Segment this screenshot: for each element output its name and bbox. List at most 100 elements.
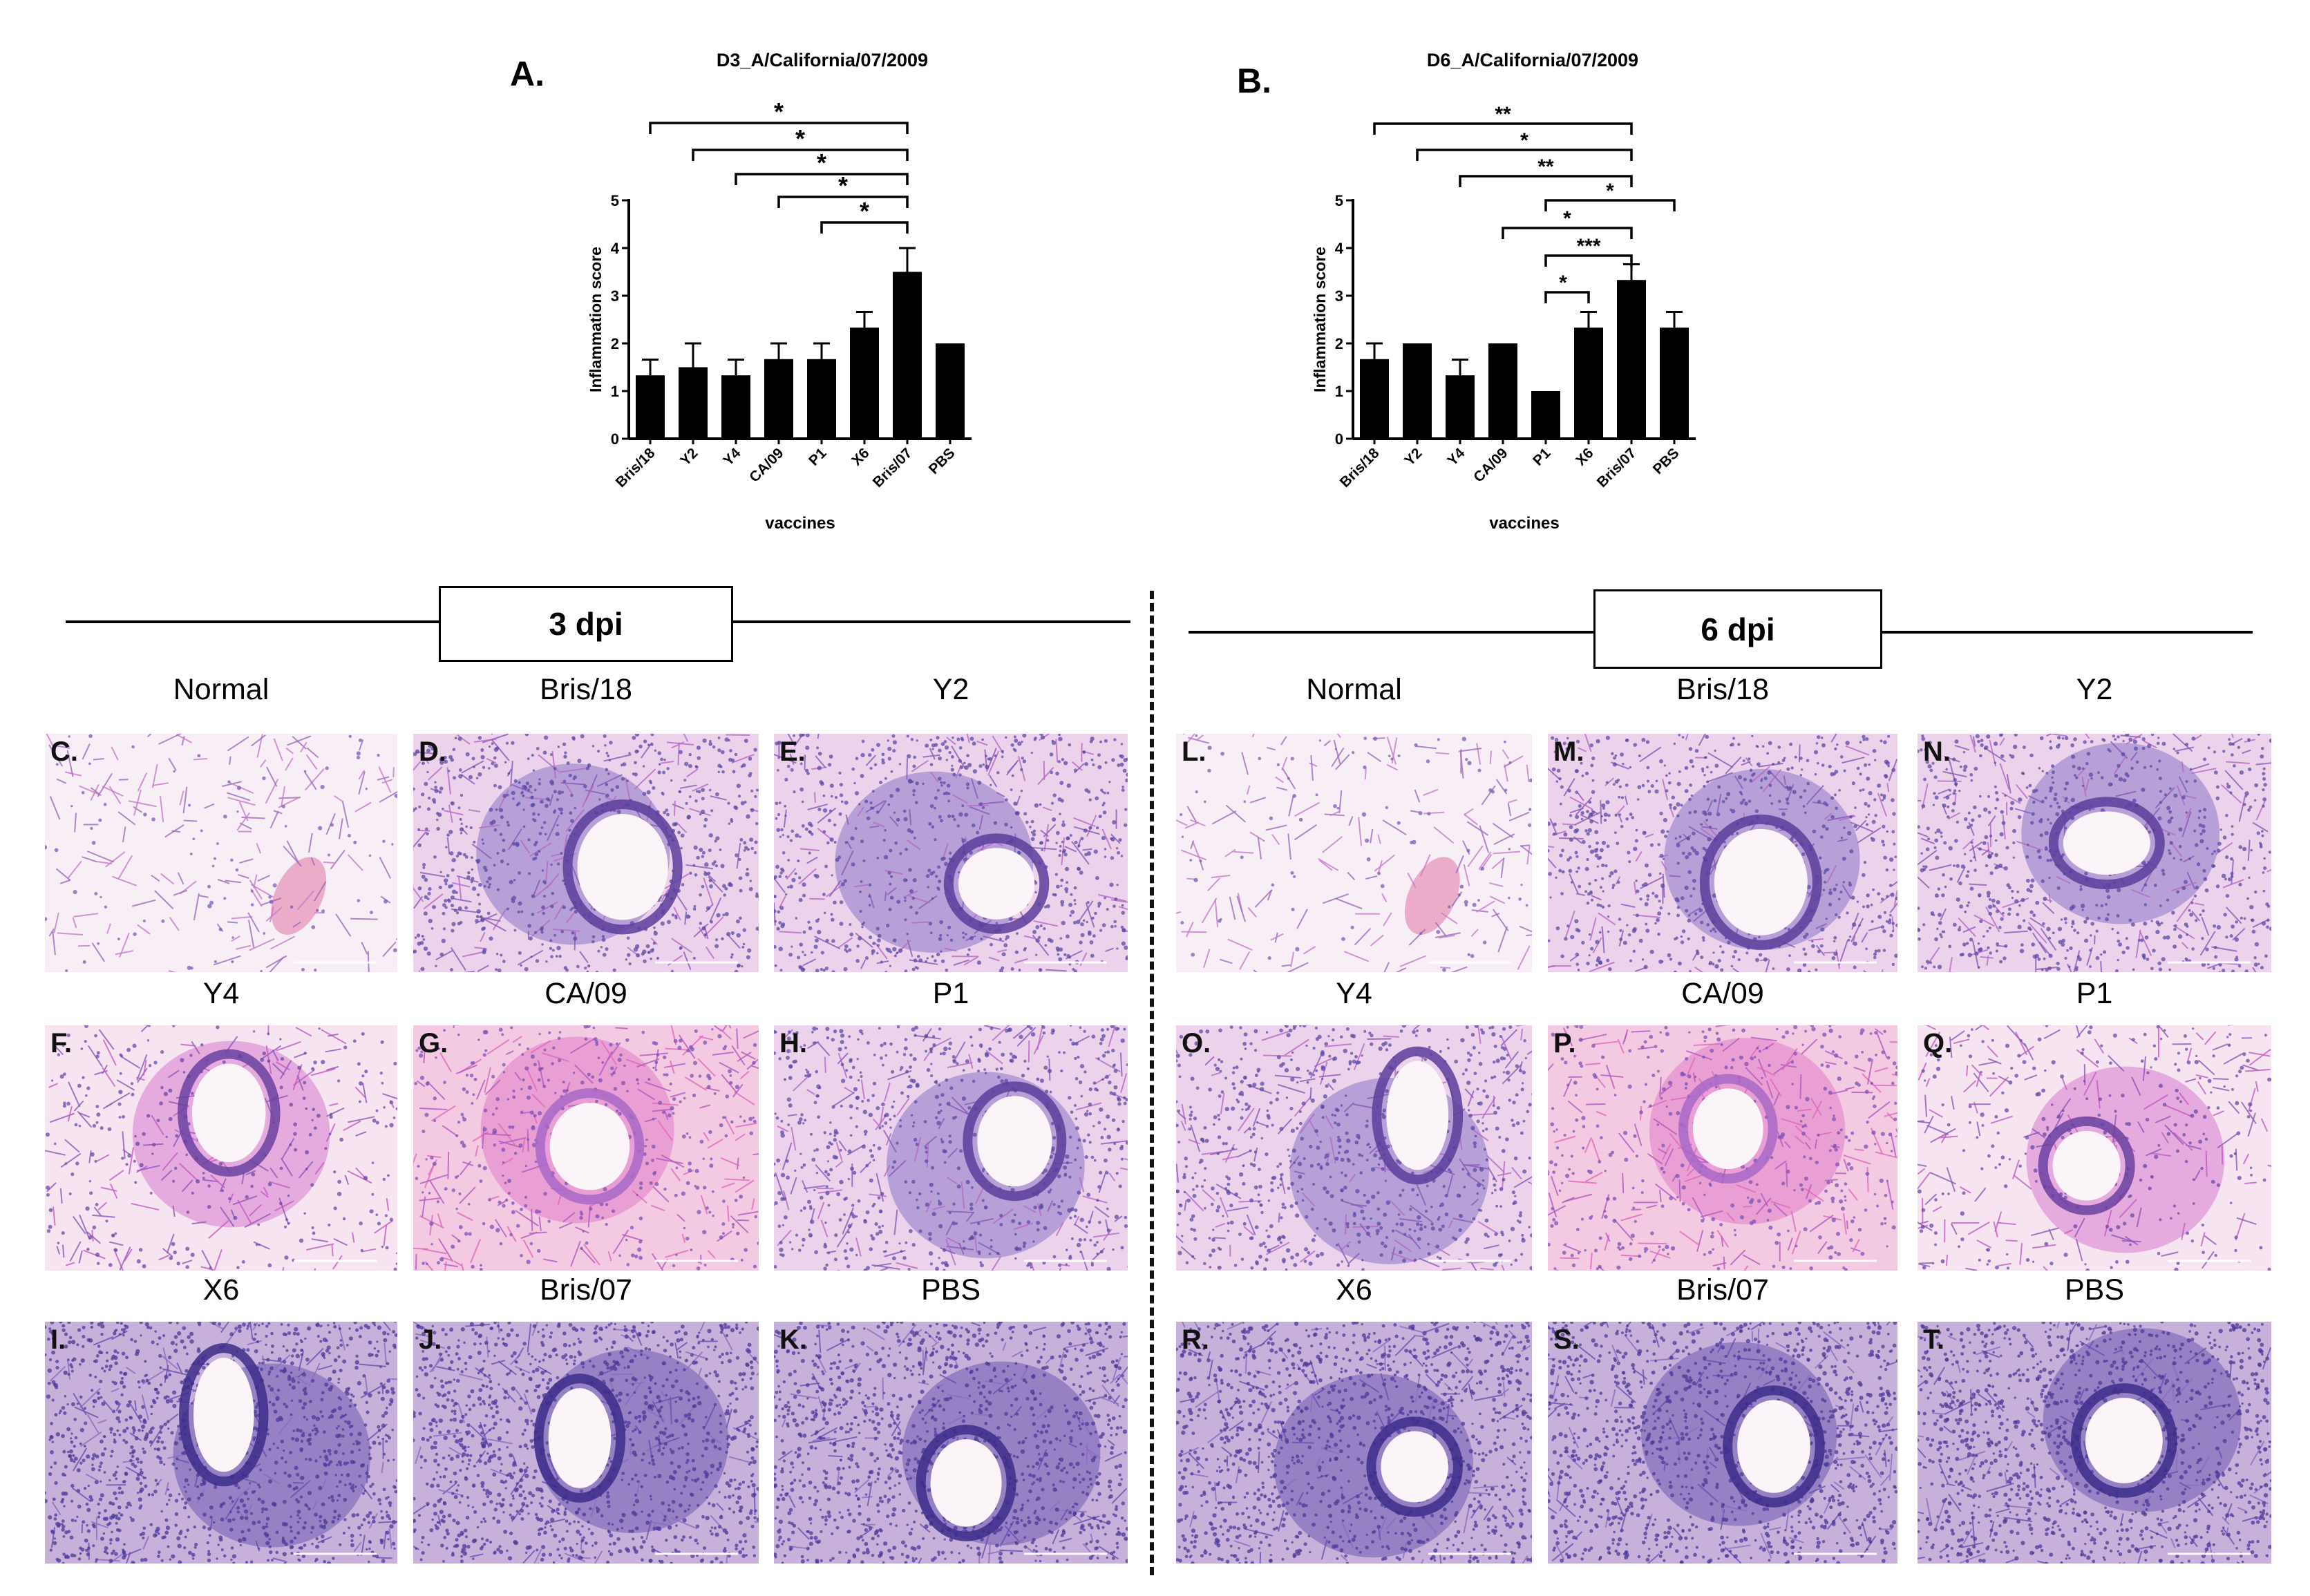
tile-letter: R. [1182,1324,1209,1355]
separator-line-3dpi-left [66,620,439,623]
y-axis-label: Inflammation score [1311,247,1329,392]
tile-title-pbs: PBS [920,1273,981,1307]
x-tick-label-ca-09: CA/09 [746,445,786,485]
y-tick-label-1: 1 [611,383,619,400]
significance-stars: * [838,171,848,200]
significance-bracket: * [1544,272,1590,303]
histology-image-bris-07: J. [413,1322,759,1564]
bar-p1 [1531,391,1560,439]
x-tick-label-bris-18: Bris/18 [613,445,659,491]
panel-letter-b: B. [1237,61,1271,100]
significance-bracket: * [1502,207,1633,239]
bar-y2 [1403,343,1432,439]
histology-image-normal: C. [45,734,397,972]
tile-letter: E. [779,737,806,767]
histology-image-normal: L. [1176,734,1532,972]
tile-letter: C. [50,737,78,767]
x-tick-label-x6: X6 [1573,445,1596,468]
tile-title-x6: X6 [202,1273,240,1307]
tile-title-bris-07: Bris/07 [540,1273,632,1307]
bar-x6 [850,327,879,439]
x-tick-label-pbs: PBS [1650,445,1683,477]
tile-title-ca-09: CA/09 [1681,977,1764,1010]
significance-stars: ** [1537,155,1554,178]
bar-y4 [721,375,750,439]
histology-image-y2: N. [1918,734,2271,972]
tile-letter: S. [1553,1324,1580,1355]
bar-chart-d3: 0 1 2 3 4 5 Inflammation score Bris/18 Y2 Y4 CA/09… [587,97,972,533]
histology-image-p1: Q. [1918,1025,2271,1271]
y-tick-label-5: 5 [611,192,619,209]
x-tick-label-bris-18: Bris/18 [1337,445,1383,491]
bar-x6 [1574,327,1603,439]
tile-letter: D. [419,737,446,767]
significance-bracket: * [649,97,909,134]
section-label-3dpi: 3 dpi [439,586,733,662]
x-axis-label: vaccines [765,514,835,533]
tile-letter: M. [1553,737,1584,767]
y-tick-label-0: 0 [611,430,619,448]
tile-letter: G. [419,1028,448,1058]
separator-line-6dpi-left [1189,631,1593,634]
significance-bracket: * [692,124,909,161]
tile-title-normal: Normal [1306,673,1402,706]
histology-image-x6: I. [45,1322,397,1564]
separator-line-3dpi-right [733,620,1130,623]
significance-bracket: * [820,197,909,234]
x-tick-label-y2: Y2 [1401,445,1425,468]
bar-p1 [807,359,836,439]
histology-image-pbs: K. [774,1322,1128,1564]
x-tick-label-bris-07: Bris/07 [870,445,916,491]
tile-title-y2: Y2 [2076,673,2113,706]
bar-bris-18 [636,375,665,439]
significance-stars: * [1559,272,1567,294]
bar-bris-07 [1617,280,1646,439]
histology-image-y4: F. [45,1025,397,1271]
x-tick-label-bris-07: Bris/07 [1594,445,1640,491]
chart-title-b: D6_A/California/07/2009 [1426,50,1639,70]
significance-bracket: * [735,149,909,185]
tile-letter: T. [1923,1324,1945,1355]
x-tick-label-p1: P1 [1530,445,1554,469]
separator-line-6dpi-right [1882,631,2253,634]
significance-bracket: ** [1373,103,1633,135]
significance-stars: * [860,197,869,225]
tile-title-y2: Y2 [932,673,969,706]
x-tick-label-y2: Y2 [677,445,701,468]
x-tick-label-y4: Y4 [1444,445,1468,469]
tile-letter: H. [779,1028,807,1058]
panel-letter-a: A. [510,55,545,93]
significance-stars: * [817,149,826,177]
tile-title-bris-18: Bris/18 [540,673,632,706]
y-tick-label-3: 3 [1335,287,1343,305]
significance-bracket: *** [1544,235,1633,267]
section-label-6dpi: 6 dpi [1593,589,1882,669]
tile-title-ca-09: CA/09 [545,977,627,1010]
bar-pbs [936,343,965,439]
histology-image-bris-18: D. [413,734,759,972]
significance-stars: * [1520,129,1528,152]
significance-stars: * [774,97,784,126]
y-tick-label-4: 4 [1335,240,1344,257]
chart-title-a: D3_A/California/07/2009 [716,50,929,70]
tile-title-p1: P1 [932,977,969,1010]
histology-image-p1: H. [774,1025,1128,1271]
y-tick-label-3: 3 [611,287,619,305]
tile-letter: O. [1182,1028,1211,1058]
bar-y2 [679,367,708,439]
bar-y4 [1446,375,1475,439]
significance-bracket: * [1544,180,1676,211]
histology-image-x6: R. [1176,1322,1532,1564]
tile-title-y4: Y4 [1336,977,1372,1010]
tile-title-y4: Y4 [202,977,240,1010]
tile-letter: I. [50,1324,66,1355]
significance-bracket: * [777,171,909,208]
x-tick-label-x6: X6 [849,445,872,468]
histology-image-bris-07: S. [1548,1322,1897,1564]
bar-ca-09 [1488,343,1517,439]
histology-image-ca-09: P. [1548,1025,1897,1271]
tile-title-bris-18: Bris/18 [1676,673,1769,706]
significance-stars: * [1563,207,1571,230]
significance-bracket: * [1416,129,1633,161]
y-tick-label-2: 2 [1335,335,1343,352]
